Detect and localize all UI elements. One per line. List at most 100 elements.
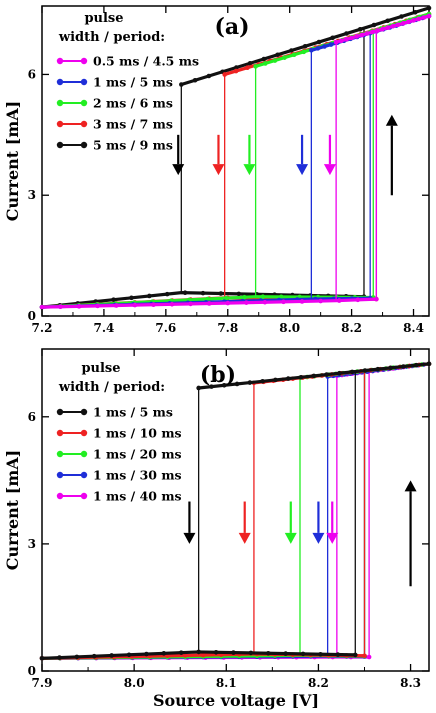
panel-label: (b)	[200, 362, 236, 388]
legend-entry: 1 ms / 5 ms	[56, 405, 173, 420]
data-point	[421, 15, 427, 20]
data-point	[218, 291, 224, 296]
data-point	[299, 299, 305, 304]
data-point	[385, 25, 391, 30]
data-point	[375, 366, 381, 372]
x-tick-label: 8.4	[403, 321, 424, 335]
data-point	[200, 290, 206, 296]
data-point	[399, 14, 404, 19]
data-point	[129, 295, 134, 301]
data-point	[330, 35, 335, 41]
x-tick-label: 7.2	[32, 321, 53, 335]
data-point	[114, 303, 119, 308]
data-point	[411, 18, 416, 23]
data-point	[355, 297, 361, 303]
data-point	[234, 65, 239, 70]
legend-marker	[80, 99, 88, 107]
data-point	[183, 653, 188, 658]
legend-entry: 1 ms / 10 ms	[56, 426, 182, 441]
legend-marker	[56, 141, 64, 149]
data-point	[244, 300, 249, 305]
legend-entry: 3 ms / 7 ms	[56, 117, 173, 132]
data-point	[375, 28, 380, 33]
data-point	[242, 294, 247, 300]
data-point	[318, 298, 323, 304]
data-point	[248, 650, 254, 656]
data-point	[311, 373, 317, 379]
data-point	[233, 68, 239, 74]
arrow-down-icon	[212, 134, 225, 176]
data-point	[385, 18, 391, 24]
data-point	[91, 653, 97, 659]
data-point	[333, 39, 339, 45]
data-point	[196, 649, 201, 655]
data-point	[362, 368, 368, 373]
data-point	[231, 650, 236, 655]
x-tick-label: 8.0	[279, 321, 300, 335]
data-point	[344, 37, 349, 42]
arrow-head	[284, 532, 297, 544]
arrow-down-icon	[238, 501, 251, 544]
x-tick-label: 7.9	[32, 676, 53, 690]
data-point	[58, 304, 63, 310]
legend-entry: 1 ms / 20 ms	[56, 447, 182, 462]
data-point	[369, 29, 375, 35]
data-point	[338, 38, 344, 44]
data-point	[354, 34, 360, 39]
data-point	[401, 364, 406, 369]
legend-entry: 1 ms / 30 ms	[56, 468, 182, 483]
arrow-head	[212, 164, 225, 176]
legend-entry: 2 ms / 6 ms	[56, 96, 173, 111]
y-axis-label: Current [mA]	[3, 101, 22, 221]
data-point	[223, 295, 229, 301]
arrow-down-icon	[312, 501, 325, 544]
y-tick-label: 6	[28, 410, 36, 424]
x-tick-label: 8.3	[400, 676, 421, 690]
x-tick-label: 7.6	[155, 321, 176, 335]
x-tick-label: 8.2	[308, 676, 329, 690]
legend-title-line1: pulse	[81, 361, 120, 376]
data-point	[111, 297, 116, 302]
y-tick-label: 3	[28, 188, 36, 202]
data-point	[169, 301, 175, 307]
arrow-down-icon	[172, 134, 185, 176]
data-point	[349, 369, 355, 375]
data-point	[285, 376, 291, 381]
data-point	[247, 380, 253, 385]
data-point	[283, 651, 288, 656]
data-point	[262, 61, 268, 66]
data-point	[315, 46, 321, 51]
data-point	[400, 21, 406, 26]
data-point	[395, 22, 401, 28]
data-point	[236, 291, 242, 297]
legend-marker	[56, 471, 64, 479]
legend-marker	[56, 450, 64, 458]
data-point	[265, 650, 271, 656]
series-0-5-ms-4-5-ms	[39, 13, 432, 310]
data-point	[161, 651, 167, 656]
y-tick-label: 6	[28, 67, 36, 81]
data-point	[178, 650, 184, 655]
data-point	[221, 382, 227, 388]
data-point	[328, 42, 334, 47]
legend-label: 2 ms / 6 ms	[93, 96, 173, 111]
data-point	[206, 73, 212, 79]
data-point	[406, 19, 411, 25]
arrow-head	[404, 480, 417, 492]
data-point	[302, 43, 308, 49]
legend-title-line2: width / period:	[58, 380, 165, 395]
legend-entry: 1 ms / 40 ms	[56, 489, 182, 504]
legend-marker	[80, 408, 88, 416]
data-point	[74, 654, 80, 660]
arrow-head	[312, 532, 325, 544]
data-point	[359, 32, 365, 38]
arrow-down-icon	[183, 501, 196, 544]
arrow-head	[183, 532, 196, 544]
data-point	[234, 381, 240, 387]
data-point	[291, 52, 297, 58]
data-point	[390, 23, 396, 29]
arrow-head	[296, 164, 309, 176]
data-point	[298, 374, 304, 380]
data-point	[426, 5, 432, 11]
